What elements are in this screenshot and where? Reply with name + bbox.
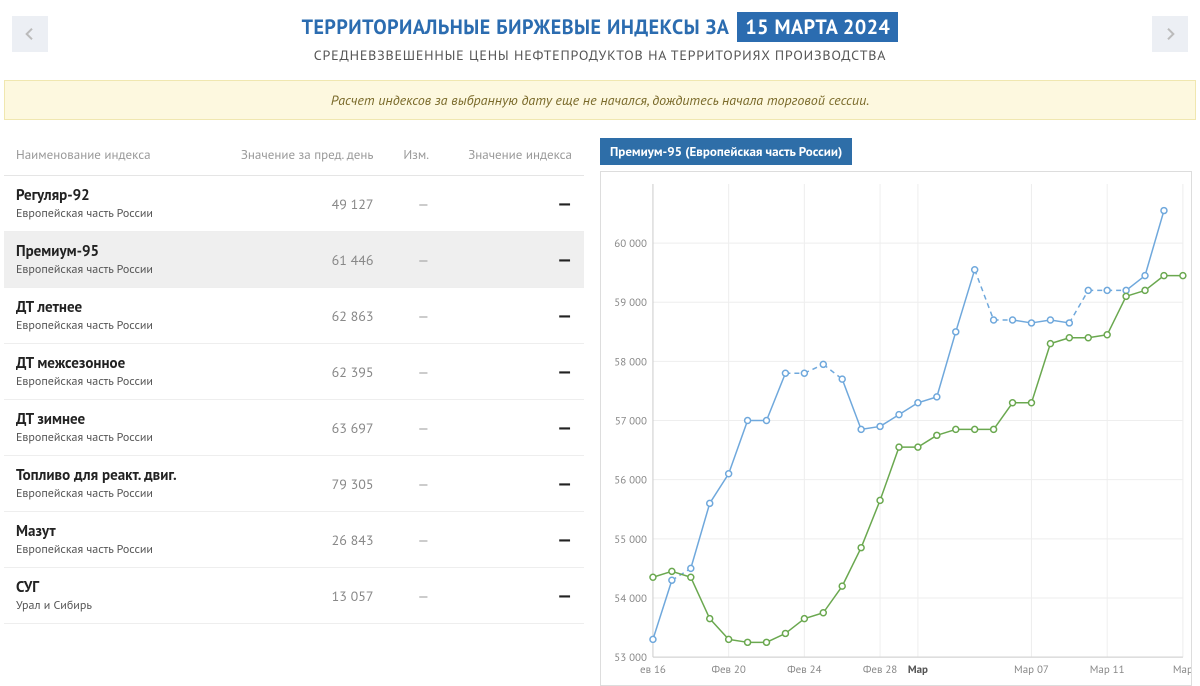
svg-text:55 000: 55 000 [614, 533, 647, 547]
index-region: Европейская часть России [16, 430, 198, 445]
change-value: — [385, 400, 441, 456]
index-name: Регуляр-92 [16, 186, 198, 205]
change-value: — [385, 456, 441, 512]
change-value: — [385, 512, 441, 568]
table-row[interactable]: Премиум-95Европейская часть России 61 446… [4, 232, 584, 288]
table-row[interactable]: Регуляр-92Европейская часть России 49 127… [4, 176, 584, 232]
index-value: — [441, 456, 584, 512]
page-title: ТЕРРИТОРИАЛЬНЫЕ БИРЖЕВЫЕ ИНДЕКСЫ ЗА [302, 14, 730, 40]
prev-date-button[interactable] [12, 16, 48, 52]
svg-text:54 000: 54 000 [614, 592, 647, 606]
index-value: — [441, 344, 584, 400]
notice-banner: Расчет индексов за выбранную дату еще не… [4, 80, 1196, 120]
svg-text:56 000: 56 000 [614, 474, 647, 488]
svg-text:57 000: 57 000 [615, 415, 647, 429]
page-subtitle: СРЕДНЕВЗВЕШЕННЫЕ ЦЕНЫ НЕФТЕПРОДУКТОВ НА … [20, 46, 1180, 64]
table-row[interactable]: ДТ летнееЕвропейская часть России62 863—… [4, 288, 584, 344]
col-name: Наименование индекса [4, 136, 210, 176]
index-name: Мазут [16, 522, 198, 541]
prev-value: 63 697 [210, 400, 385, 456]
index-name: ДТ летнее [16, 298, 198, 317]
prev-value: 62 863 [210, 288, 385, 344]
prev-value: 79 305 [210, 456, 385, 512]
chart-panel: Премиум-95 (Европейская часть России) 53… [600, 136, 1196, 686]
index-table: Наименование индекса Значение за пред. д… [4, 136, 584, 686]
index-name: ДТ зимнее [16, 410, 198, 429]
change-value: — [385, 232, 441, 288]
chevron-right-icon [1162, 26, 1178, 42]
table-row[interactable]: СУГУрал и Сибирь13 057—— [4, 568, 584, 624]
svg-text:Фев 20: Фев 20 [711, 663, 745, 677]
index-value: — [441, 176, 584, 232]
index-value: — [441, 512, 584, 568]
svg-text:Фев 24: Фев 24 [787, 663, 821, 677]
index-region: Европейская часть России [16, 542, 198, 557]
svg-text:ев 16: ев 16 [640, 663, 666, 677]
index-value: — [441, 568, 584, 624]
next-date-button[interactable] [1152, 16, 1188, 52]
index-name: ДТ межсезонное [16, 354, 198, 373]
index-name: СУГ [16, 578, 198, 597]
svg-text:58 000: 58 000 [614, 355, 647, 369]
chevron-left-icon [22, 26, 38, 42]
index-region: Европейская часть России [16, 206, 198, 221]
chart-area: 53 00054 00055 00056 00057 00058 00059 0… [600, 171, 1192, 686]
table-row[interactable]: МазутЕвропейская часть России26 843—— [4, 512, 584, 568]
svg-text:Мар: Мар [908, 663, 928, 677]
svg-text:Мар 07: Мар 07 [1014, 663, 1049, 677]
index-value: — [441, 400, 584, 456]
chart-title: Премиум-95 (Европейская часть России) [600, 138, 852, 165]
col-value: Значение индекса [441, 136, 584, 176]
change-value: — [385, 568, 441, 624]
index-name: Премиум-95 [16, 242, 198, 261]
table-row[interactable]: Топливо для реакт. двиг.Европейская част… [4, 456, 584, 512]
svg-text:59 000: 59 000 [614, 296, 647, 310]
index-region: Европейская часть России [16, 318, 198, 333]
date-badge[interactable]: 15 МАРТА 2024 [737, 12, 898, 42]
svg-text:Фев 28: Фев 28 [863, 663, 897, 677]
index-value: — [441, 288, 584, 344]
svg-text:Мар: Мар [1173, 663, 1191, 677]
line-chart: 53 00054 00055 00056 00057 00058 00059 0… [601, 172, 1191, 685]
index-value: — [441, 232, 584, 288]
col-change: Изм. [385, 136, 441, 176]
table-row[interactable]: ДТ межсезонноеЕвропейская часть России 62… [4, 344, 584, 400]
prev-value: 13 057 [210, 568, 385, 624]
prev-value: 62 395 [210, 344, 385, 400]
table-row[interactable]: ДТ зимнееЕвропейская часть России63 697—… [4, 400, 584, 456]
header: ТЕРРИТОРИАЛЬНЫЕ БИРЖЕВЫЕ ИНДЕКСЫ ЗА 15 М… [0, 0, 1200, 72]
index-region: Европейская часть России [16, 486, 198, 501]
change-value: — [385, 176, 441, 232]
index-region: Европейская часть России [16, 374, 198, 389]
index-region: Урал и Сибирь [16, 598, 198, 613]
prev-value: 61 446 [210, 232, 385, 288]
prev-value: 26 843 [210, 512, 385, 568]
col-prev: Значение за пред. день [210, 136, 385, 176]
prev-value: 49 127 [210, 176, 385, 232]
index-region: Европейская часть России [16, 262, 198, 277]
svg-text:60 000: 60 000 [614, 237, 647, 251]
change-value: — [385, 344, 441, 400]
index-name: Топливо для реакт. двиг. [16, 466, 198, 485]
change-value: — [385, 288, 441, 344]
svg-text:Мар 11: Мар 11 [1090, 663, 1125, 677]
